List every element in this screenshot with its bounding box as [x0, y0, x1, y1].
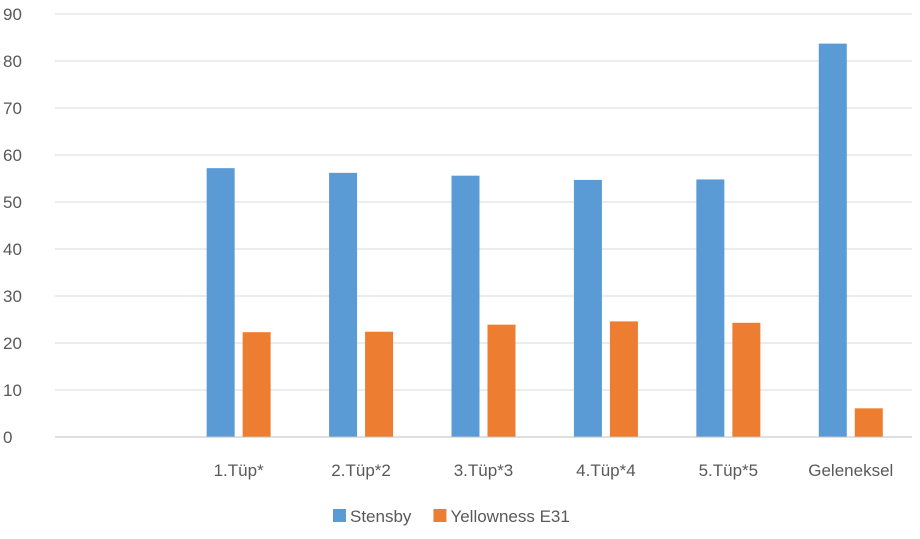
y-tick-label: 30 [3, 287, 22, 306]
bar-stensby-6 [818, 43, 847, 438]
x-tick-label: 3.Tüp*3 [454, 461, 514, 480]
bar-yellowness-4 [609, 321, 638, 437]
legend-label-1: Yellowness E31 [450, 507, 569, 526]
bar-stensby-2 [329, 172, 358, 438]
bar-yellowness-6 [854, 408, 883, 437]
x-tick-label: 5.Tüp*5 [699, 461, 759, 480]
x-tick-label: 1.Tüp* [214, 461, 264, 480]
bar-yellowness-1 [242, 332, 271, 437]
bar-yellowness-2 [365, 331, 394, 437]
y-tick-label: 70 [3, 99, 22, 118]
y-tick-label: 60 [3, 146, 22, 165]
legend-label-0: Stensby [350, 507, 412, 526]
bars [206, 43, 883, 438]
y-tick-label: 80 [3, 52, 22, 71]
bar-stensby-1 [206, 168, 235, 437]
bar-stensby-5 [696, 179, 725, 437]
bar-yellowness-3 [487, 324, 516, 437]
y-tick-label: 90 [3, 5, 22, 24]
y-tick-label: 10 [3, 381, 22, 400]
legend-swatch-0 [333, 509, 346, 522]
y-axis-ticks: 0 10 20 30 40 50 60 70 80 90 [3, 5, 22, 447]
legend: Stensby Yellowness E31 [333, 507, 570, 526]
x-axis-ticks: 1.Tüp* 2.Tüp*2 3.Tüp*3 4.Tüp*4 5.Tüp*5 Gelene… [214, 461, 894, 480]
gridlines [55, 13, 912, 391]
bar-yellowness-5 [732, 322, 761, 437]
y-tick-label: 40 [3, 240, 22, 259]
y-tick-label: 50 [3, 193, 22, 212]
y-tick-label: 0 [3, 428, 12, 447]
x-tick-label: 2.Tüp*2 [331, 461, 391, 480]
bar-stensby-3 [451, 175, 480, 437]
x-tick-label: Geleneksel [808, 461, 893, 480]
x-tick-label: 4.Tüp*4 [576, 461, 636, 480]
legend-swatch-1 [433, 509, 447, 522]
y-tick-label: 20 [3, 334, 22, 353]
bar-stensby-4 [573, 179, 602, 437]
